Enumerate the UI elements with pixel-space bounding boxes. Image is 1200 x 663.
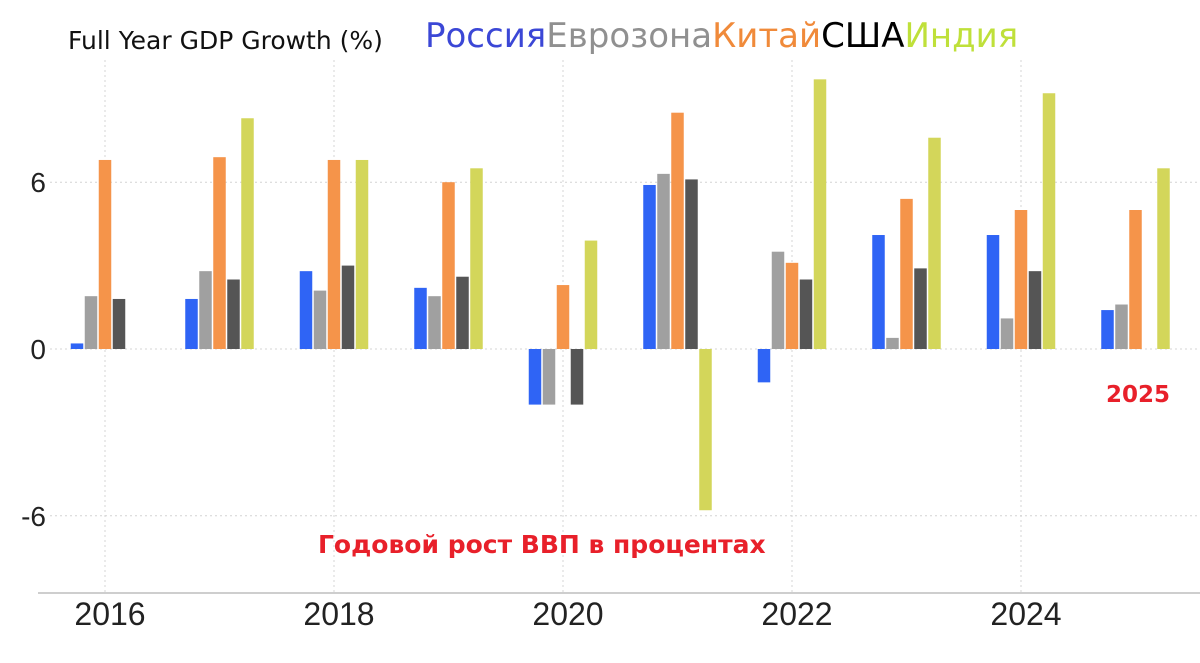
bar-Китай-2017 bbox=[213, 157, 226, 349]
chart-legend: РоссияЕврозонаКитайСШАИндия bbox=[425, 16, 1018, 56]
annotation-year: 2025 bbox=[1106, 382, 1171, 408]
chart-title: Full Year GDP Growth (%) bbox=[68, 26, 383, 55]
bar-Россия-2024 bbox=[986, 235, 1000, 349]
bar-Еврозона-2019 bbox=[428, 296, 441, 349]
bar-США-2021 bbox=[685, 179, 698, 349]
bar-Еврозона-2017 bbox=[199, 271, 212, 349]
bar-Индия-2018 bbox=[355, 159, 369, 349]
bar-Китай-2020 bbox=[556, 285, 570, 349]
bar-Индия-2025 bbox=[1157, 168, 1170, 349]
bar-Китай-2018 bbox=[327, 159, 341, 349]
legend-item-usa: США bbox=[821, 16, 905, 56]
bar-Индия-2022 bbox=[813, 79, 827, 349]
bar-Китай-2023 bbox=[900, 198, 913, 349]
bar-Еврозона-2022 bbox=[771, 251, 785, 349]
bar-Китай-2025 bbox=[1129, 210, 1142, 349]
bar-США-2020 bbox=[570, 349, 584, 405]
x-tick-label: 2020 bbox=[532, 596, 603, 632]
bar-Индия-2020 bbox=[584, 240, 598, 349]
y-tick-label: -6 bbox=[21, 501, 46, 532]
bar-Китай-2021 bbox=[671, 112, 684, 349]
legend-item-china: Китай bbox=[712, 16, 822, 56]
x-tick-label: 2024 bbox=[990, 596, 1061, 632]
bar-США-2017 bbox=[227, 279, 240, 349]
bar-США-2022 bbox=[799, 279, 813, 349]
bar-США-2023 bbox=[914, 268, 927, 349]
axes: -6 0 6 2016 2018 2020 2022 2024 bbox=[21, 167, 1200, 632]
x-tick-label: 2022 bbox=[761, 596, 832, 632]
bar-Еврозона-2016 bbox=[84, 296, 98, 349]
bar-Россия-2016 bbox=[70, 343, 84, 349]
bar-Еврозона-2020 bbox=[542, 349, 556, 405]
bar-Китай-2019 bbox=[442, 182, 455, 349]
y-tick-label: 0 bbox=[30, 334, 46, 365]
bar-Еврозона-2024 bbox=[1000, 318, 1014, 349]
bar-США-2019 bbox=[456, 276, 469, 349]
bar-Индия-2019 bbox=[470, 168, 483, 349]
bar-Индия-2017 bbox=[241, 118, 254, 349]
legend-item-russia: Россия bbox=[425, 16, 547, 56]
legend-item-eurozone: Еврозона bbox=[546, 16, 713, 56]
bar-Россия-2018 bbox=[299, 271, 313, 349]
bar-Еврозона-2023 bbox=[886, 337, 899, 349]
bar-Китай-2024 bbox=[1014, 210, 1028, 349]
bar-Еврозона-2021 bbox=[657, 173, 670, 349]
x-tick-label: 2018 bbox=[303, 596, 374, 632]
bar-Россия-2023 bbox=[872, 235, 885, 349]
y-tick-label: 6 bbox=[30, 167, 46, 198]
bar-Россия-2017 bbox=[185, 298, 198, 349]
bar-Китай-2022 bbox=[785, 262, 799, 349]
bar-Индия-2024 bbox=[1042, 93, 1056, 350]
bar-США-2024 bbox=[1028, 271, 1042, 349]
bar-Еврозона-2025 bbox=[1115, 304, 1128, 349]
annotation-subtitle: Годовой рост ВВП в процентах bbox=[318, 530, 766, 559]
bar-Россия-2021 bbox=[643, 184, 656, 349]
bar-Индия-2021 bbox=[699, 349, 712, 511]
bar-Индия-2023 bbox=[928, 137, 941, 349]
bar-США-2018 bbox=[341, 265, 355, 349]
bar-Россия-2022 bbox=[757, 349, 771, 383]
x-tick-label: 2016 bbox=[74, 596, 145, 632]
bar-Россия-2020 bbox=[528, 349, 542, 405]
bar-Россия-2019 bbox=[414, 287, 427, 349]
bar-США-2016 bbox=[112, 298, 126, 349]
bar-Еврозона-2018 bbox=[313, 290, 327, 349]
bar-Россия-2025 bbox=[1101, 310, 1114, 349]
legend-item-india: Индия bbox=[904, 16, 1019, 56]
bar-Китай-2016 bbox=[98, 159, 112, 349]
bars bbox=[70, 79, 1170, 511]
